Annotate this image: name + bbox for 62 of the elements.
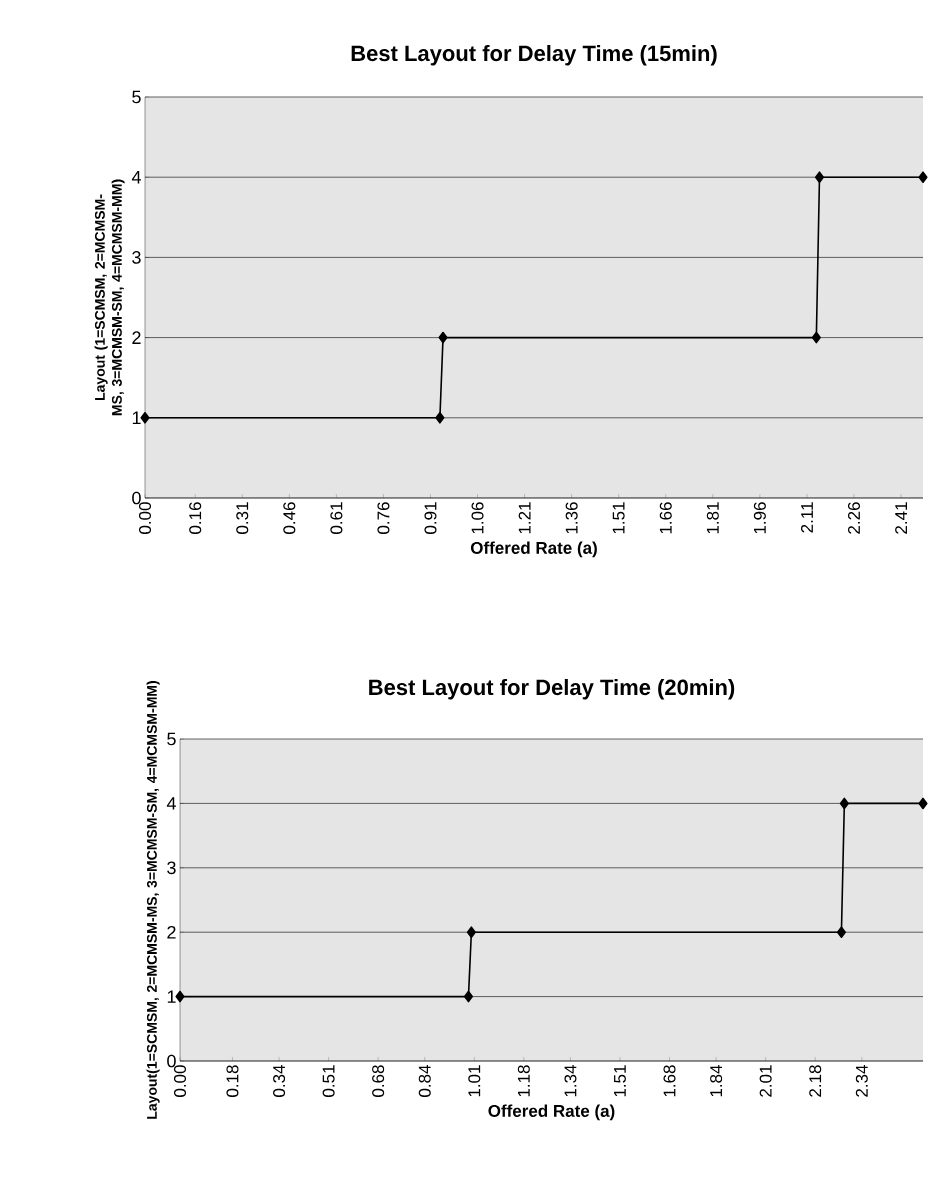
chart-title: Best Layout for Delay Time (20min) <box>369 679 735 700</box>
x-tick-label: 2.34 <box>855 1065 868 1097</box>
point <box>918 797 928 810</box>
y-tick-label: 5 <box>167 732 176 746</box>
x-tick-label: 1.01 <box>468 1065 481 1097</box>
x-tick-label: 2.18 <box>809 1065 822 1097</box>
y-tick-label: 0 <box>132 491 141 505</box>
x-tick-label: 2.01 <box>759 1065 772 1097</box>
x-tick-label: 0.51 <box>322 1065 335 1097</box>
x-tick-label: 0.61 <box>330 502 343 534</box>
y-tick-label: 3 <box>132 251 141 264</box>
point <box>918 171 928 183</box>
x-tick-label: 0.00 <box>173 1065 187 1097</box>
x-tick-label: 1.36 <box>565 502 578 534</box>
x-tick-label: 2.26 <box>847 502 861 534</box>
point <box>836 926 846 938</box>
x-tick-label: 2.11 <box>801 502 813 533</box>
y-tick-label: 2 <box>167 925 176 939</box>
y-tick-label: 1 <box>167 990 176 1003</box>
y-tick-label: 5 <box>132 90 141 104</box>
x-tick-label: 0.84 <box>418 1065 431 1097</box>
point <box>140 411 150 424</box>
x-tick-label: 1.18 <box>517 1065 530 1097</box>
x-tick-label: 1.51 <box>614 1065 626 1097</box>
x-tick-label: 2.41 <box>895 502 907 534</box>
x-tick-label: 0.00 <box>138 502 152 534</box>
point <box>463 990 474 1003</box>
point <box>435 411 445 424</box>
x-tick-label: 1.68 <box>663 1065 676 1097</box>
point <box>811 331 821 344</box>
x-tick-label: 1.81 <box>706 502 719 534</box>
y-tick-label: 2 <box>132 331 141 344</box>
x-tick-label: 0.34 <box>273 1065 286 1097</box>
point <box>175 990 185 1003</box>
chart-title: Best Layout for Delay Time (15min) <box>351 44 717 66</box>
x-tick-label: 0.68 <box>372 1065 385 1097</box>
x-tick-label: 0.18 <box>226 1065 239 1097</box>
y-tick-label: 4 <box>131 171 141 184</box>
point <box>466 926 476 938</box>
x-tick-label: 1.21 <box>518 502 531 534</box>
point <box>839 797 849 810</box>
y-axis-title: Layout(1=SCMSM, 2=MCMSM-MS, 3=MCMSM-SM, 4=MCMSM-MM) <box>146 680 160 1119</box>
x-tick-label: 0.91 <box>424 502 437 534</box>
y-tick-label: 3 <box>167 861 176 875</box>
x-axis-title: Offered Rate (a) <box>470 541 597 558</box>
x-tick-label: 1.06 <box>471 502 484 534</box>
x-tick-label: 1.96 <box>753 502 766 534</box>
point <box>814 171 825 183</box>
x-tick-label: 1.66 <box>659 502 672 534</box>
x-tick-label: 0.16 <box>189 502 202 534</box>
x-tick-label: 1.34 <box>564 1065 577 1097</box>
point <box>438 331 448 344</box>
x-tick-label: 0.46 <box>283 502 296 534</box>
x-tick-label: 1.51 <box>612 502 625 534</box>
x-axis-title: Offered Rate (a) <box>488 1104 615 1121</box>
y-tick-label: 0 <box>167 1054 176 1068</box>
y-tick-label: 4 <box>166 797 176 810</box>
y-axis-title: Layout (1=SCMSM, 2=MCMSM-MS, 3=MCMSM-SM, 4=MCMSM-MM) <box>94 179 125 416</box>
x-tick-label: 1.84 <box>710 1065 723 1097</box>
x-tick-label: 0.31 <box>236 502 249 534</box>
x-tick-label: 0.76 <box>377 502 390 534</box>
y-tick-label: 1 <box>132 411 141 424</box>
